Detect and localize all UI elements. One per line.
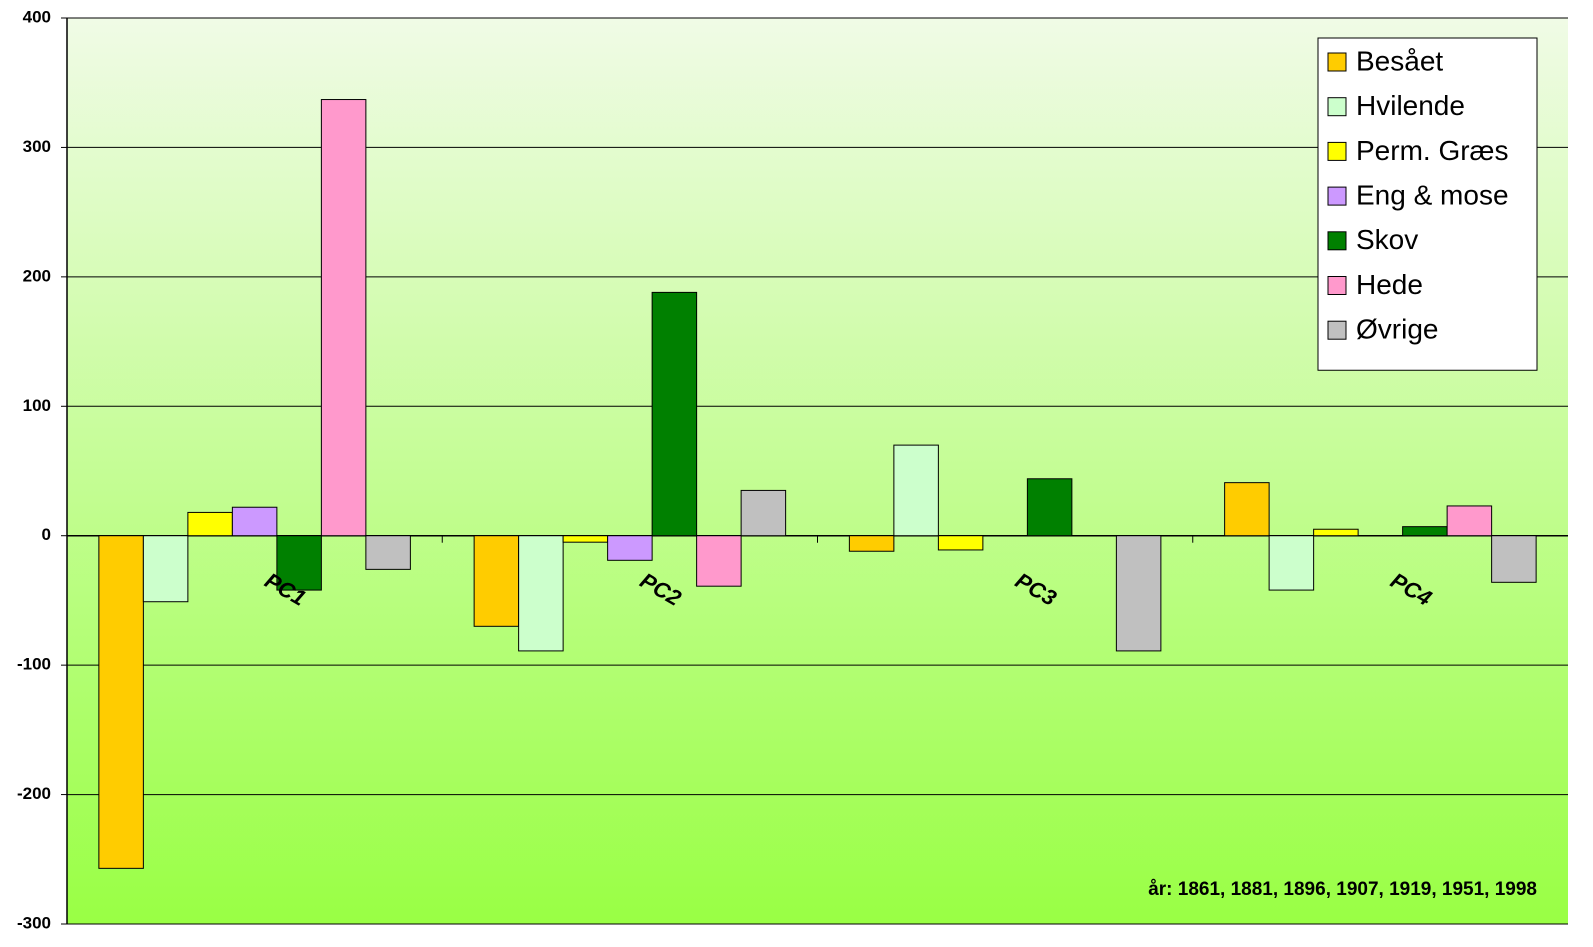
y-tick-label: 300 — [23, 137, 51, 156]
legend-label: Øvrige — [1356, 314, 1438, 345]
bar — [98, 535, 144, 869]
y-tick-label: 200 — [23, 266, 51, 285]
bar — [518, 535, 564, 652]
y-tick-label: 100 — [23, 396, 51, 415]
legend-swatch — [1327, 52, 1347, 72]
bar — [1313, 528, 1359, 537]
bar — [1491, 535, 1537, 583]
legend-swatch — [1327, 186, 1347, 206]
bar — [1402, 526, 1448, 537]
bar — [1446, 505, 1493, 537]
legend-label: Eng & mose — [1356, 179, 1509, 210]
legend-swatch — [1327, 97, 1347, 117]
bar — [651, 291, 698, 537]
bar — [1115, 535, 1162, 652]
legend-swatch — [1327, 141, 1347, 161]
bar — [142, 535, 189, 603]
legend-box — [1317, 37, 1538, 371]
bar — [562, 535, 609, 543]
bar — [320, 99, 367, 537]
bar — [893, 444, 939, 537]
bar — [365, 535, 411, 570]
bar — [607, 535, 653, 561]
legend-swatch — [1327, 320, 1347, 340]
bar — [848, 535, 895, 552]
y-tick-label: -300 — [17, 913, 51, 932]
y-tick-label: 400 — [23, 7, 51, 26]
bar — [276, 535, 322, 591]
bar — [1026, 478, 1073, 537]
legend-label: Besået — [1356, 45, 1443, 76]
legend-label: Skov — [1356, 224, 1418, 255]
bar — [231, 506, 278, 537]
y-tick-label: -100 — [17, 655, 51, 674]
legend-swatch — [1327, 231, 1347, 251]
bar — [1224, 482, 1270, 537]
annotation: år: 1861, 1881, 1896, 1907, 1919, 1951, … — [1148, 879, 1537, 900]
legend-label: Hede — [1356, 269, 1423, 300]
legend-swatch — [1327, 276, 1347, 295]
bar — [740, 489, 787, 537]
bar — [937, 535, 984, 551]
y-tick-label: 0 — [42, 525, 51, 544]
bar — [1268, 535, 1315, 591]
bar — [187, 511, 233, 537]
y-tick-label: -200 — [17, 784, 51, 803]
bar — [696, 535, 742, 587]
legend-label: Hvilende — [1356, 90, 1465, 121]
bar — [473, 535, 520, 627]
legend-label: Perm. Græs — [1356, 135, 1508, 166]
